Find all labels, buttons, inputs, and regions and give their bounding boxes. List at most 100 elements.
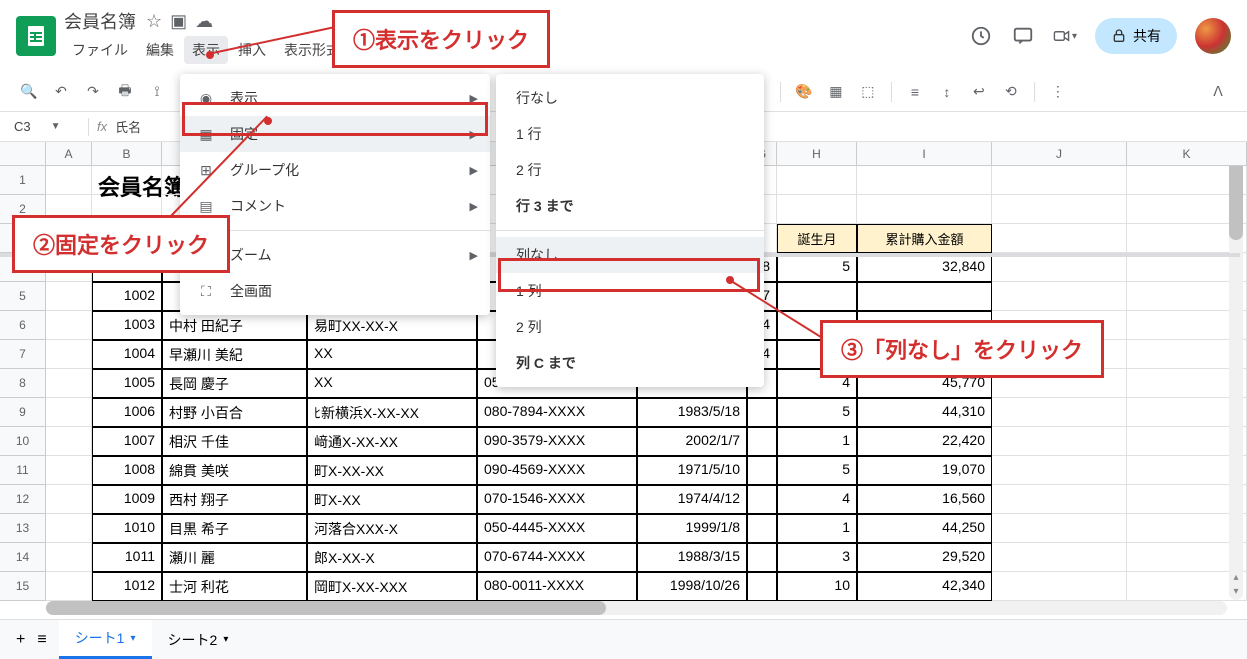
merge-icon[interactable]: ⬚: [855, 79, 881, 105]
doc-title[interactable]: 会員名簿: [64, 8, 136, 34]
cell-G10[interactable]: [747, 427, 777, 456]
cell-J14[interactable]: [992, 543, 1127, 572]
cell-C6[interactable]: 中村 田紀子: [162, 311, 307, 340]
cell-B13[interactable]: 1010: [92, 514, 162, 543]
cell-E15[interactable]: 080-0011-XXXX: [477, 572, 637, 601]
row-header-10[interactable]: 10: [0, 427, 46, 456]
cell-A15[interactable]: [46, 572, 92, 601]
cell-D10[interactable]: 﨑通X-XX-XX: [307, 427, 477, 456]
cell-G9[interactable]: [747, 398, 777, 427]
cell-D9[interactable]: ﾋ新横浜X-XX-XX: [307, 398, 477, 427]
cell-B6[interactable]: 1003: [92, 311, 162, 340]
vertical-scrollbar[interactable]: ▴ ▾: [1229, 160, 1243, 600]
cell-I14[interactable]: 29,520: [857, 543, 992, 572]
cell-E12[interactable]: 070-1546-XXXX: [477, 485, 637, 514]
cell-H2[interactable]: [777, 195, 857, 224]
scroll-down-icon[interactable]: ▾: [1229, 586, 1243, 600]
folder-icon[interactable]: ▣: [170, 11, 187, 32]
undo-icon[interactable]: ↶: [48, 79, 74, 105]
more-icon[interactable]: ⋮: [1045, 79, 1071, 105]
submenu-item-2 列[interactable]: 2 列: [496, 309, 764, 345]
cell-A6[interactable]: [46, 311, 92, 340]
cell-B5[interactable]: 1002: [92, 282, 162, 311]
cell-I5[interactable]: [857, 282, 992, 311]
cell-C11[interactable]: 綿貫 美咲: [162, 456, 307, 485]
cell-B15[interactable]: 1012: [92, 572, 162, 601]
cell-F13[interactable]: 1999/1/8: [637, 514, 747, 543]
valign-icon[interactable]: ↕: [934, 79, 960, 105]
cell-C8[interactable]: 長岡 慶子: [162, 369, 307, 398]
cell-A14[interactable]: [46, 543, 92, 572]
sheet-tab-シート2[interactable]: シート2▾: [152, 620, 245, 659]
comment-icon[interactable]: [1011, 24, 1035, 48]
borders-icon[interactable]: ▦: [823, 79, 849, 105]
cell-I15[interactable]: 42,340: [857, 572, 992, 601]
cell-I2[interactable]: [857, 195, 992, 224]
cell-D11[interactable]: 町X-XX-XX: [307, 456, 477, 485]
submenu-item-行 3 まで[interactable]: 行 3 まで: [496, 188, 764, 224]
col-header-K[interactable]: K: [1127, 142, 1247, 166]
row-header-6[interactable]: 6: [0, 311, 46, 340]
cell-B11[interactable]: 1008: [92, 456, 162, 485]
cell-J13[interactable]: [992, 514, 1127, 543]
cell-H15[interactable]: 10: [777, 572, 857, 601]
cell-G13[interactable]: [747, 514, 777, 543]
cell-J2[interactable]: [992, 195, 1127, 224]
cell-H12[interactable]: 4: [777, 485, 857, 514]
cell-D12[interactable]: 町X-XX: [307, 485, 477, 514]
name-box[interactable]: C3 ▼: [8, 117, 88, 136]
all-sheets-icon[interactable]: ≡: [37, 631, 46, 649]
cell-C15[interactable]: 士河 利花: [162, 572, 307, 601]
cell-F11[interactable]: 1971/5/10: [637, 456, 747, 485]
cell-D15[interactable]: 岡町X-XX-XXX: [307, 572, 477, 601]
submenu-item-2 行[interactable]: 2 行: [496, 152, 764, 188]
menu-ファイル[interactable]: ファイル: [64, 36, 136, 64]
cell-A12[interactable]: [46, 485, 92, 514]
col-header-B[interactable]: B: [92, 142, 162, 166]
cell-J15[interactable]: [992, 572, 1127, 601]
col-header-J[interactable]: J: [992, 142, 1127, 166]
cell-I13[interactable]: 44,250: [857, 514, 992, 543]
row-header-13[interactable]: 13: [0, 514, 46, 543]
cell-F15[interactable]: 1998/10/26: [637, 572, 747, 601]
row-header-15[interactable]: 15: [0, 572, 46, 601]
row-header-8[interactable]: 8: [0, 369, 46, 398]
cell-D8[interactable]: XX: [307, 369, 477, 398]
align-icon[interactable]: ≡: [902, 79, 928, 105]
col-header-I[interactable]: I: [857, 142, 992, 166]
cell-H1[interactable]: [777, 166, 857, 195]
wrap-icon[interactable]: ↩: [966, 79, 992, 105]
cell-A10[interactable]: [46, 427, 92, 456]
cell-C13[interactable]: 目黒 希子: [162, 514, 307, 543]
col-header-A[interactable]: A: [46, 142, 92, 166]
row-header-9[interactable]: 9: [0, 398, 46, 427]
cell-H14[interactable]: 3: [777, 543, 857, 572]
cell-I9[interactable]: 44,310: [857, 398, 992, 427]
cell-H3[interactable]: 誕生月: [777, 224, 857, 253]
chevron-down-icon[interactable]: ▾: [130, 633, 135, 644]
cell-E13[interactable]: 050-4445-XXXX: [477, 514, 637, 543]
cell-E14[interactable]: 070-6744-XXXX: [477, 543, 637, 572]
star-icon[interactable]: ☆: [146, 11, 162, 32]
cell-J10[interactable]: [992, 427, 1127, 456]
cell-C14[interactable]: 瀬川 麗: [162, 543, 307, 572]
submenu-item-列 C まで[interactable]: 列 C まで: [496, 345, 764, 381]
cell-D14[interactable]: 郎X-XX-X: [307, 543, 477, 572]
submenu-item-1 行[interactable]: 1 行: [496, 116, 764, 152]
sheet-tab-シート1[interactable]: シート1▾: [59, 620, 152, 659]
cell-A9[interactable]: [46, 398, 92, 427]
formula-bar[interactable]: 氏名: [115, 117, 141, 136]
cell-A1[interactable]: [46, 166, 92, 195]
cell-I10[interactable]: 22,420: [857, 427, 992, 456]
cell-H4[interactable]: 5: [777, 253, 857, 282]
cell-F9[interactable]: 1983/5/18: [637, 398, 747, 427]
cell-G14[interactable]: [747, 543, 777, 572]
cell-J9[interactable]: [992, 398, 1127, 427]
select-all-corner[interactable]: [0, 142, 46, 166]
cell-H11[interactable]: 5: [777, 456, 857, 485]
vscroll-thumb[interactable]: [1229, 160, 1243, 240]
cell-A11[interactable]: [46, 456, 92, 485]
rotate-icon[interactable]: ⟲: [998, 79, 1024, 105]
cell-A8[interactable]: [46, 369, 92, 398]
cell-F12[interactable]: 1974/4/12: [637, 485, 747, 514]
